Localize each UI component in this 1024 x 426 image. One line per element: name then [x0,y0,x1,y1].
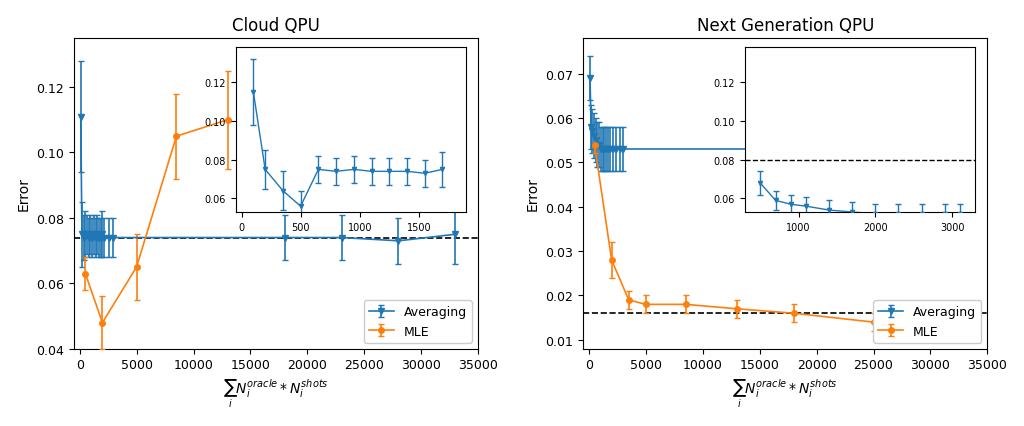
Title: Next Generation QPU: Next Generation QPU [696,17,873,35]
Legend: Averaging, MLE: Averaging, MLE [364,301,472,343]
Title: Cloud QPU: Cloud QPU [232,17,319,35]
X-axis label: $\sum_i N_i^{oracle} * N_i^{shots}$: $\sum_i N_i^{oracle} * N_i^{shots}$ [732,377,839,409]
Legend: Averaging, MLE: Averaging, MLE [873,301,981,343]
Y-axis label: Error: Error [526,177,540,211]
X-axis label: $\sum_i N_i^{oracle} * N_i^{shots}$: $\sum_i N_i^{oracle} * N_i^{shots}$ [223,377,329,409]
Y-axis label: Error: Error [16,177,31,211]
